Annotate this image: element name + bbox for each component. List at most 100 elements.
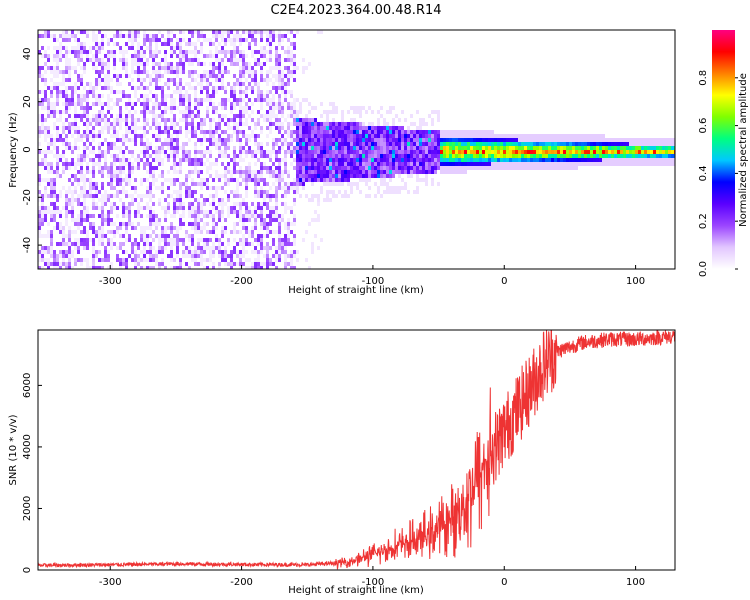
heatmap-cell (293, 58, 296, 62)
heatmap-cell (299, 146, 302, 150)
heatmap-cell (230, 50, 233, 54)
heatmap-cell (449, 130, 452, 134)
heatmap-cell (239, 242, 242, 246)
heatmap-cell (428, 150, 431, 154)
heatmap-cell (233, 210, 236, 214)
heatmap-cell (62, 166, 65, 170)
heatmap-cell (92, 134, 95, 138)
heatmap-cell (185, 58, 188, 62)
heatmap-cell (419, 154, 422, 158)
heatmap-cell (479, 134, 482, 138)
heatmap-cell (68, 126, 71, 130)
heatmap-cell (80, 82, 83, 86)
heatmap-cell (395, 162, 398, 166)
heatmap-cell (284, 66, 287, 70)
heatmap-cell (59, 190, 62, 194)
heatmap-cell (290, 262, 293, 266)
heatmap-cell (389, 130, 392, 134)
heatmap-cell (239, 66, 242, 70)
heatmap-cell (359, 166, 362, 170)
heatmap-cell (287, 130, 290, 134)
heatmap-cell (221, 234, 224, 238)
heatmap-cell (137, 166, 140, 170)
heatmap-cell (101, 114, 104, 118)
heatmap-cell (71, 46, 74, 50)
heatmap-cell (152, 118, 155, 122)
heatmap-cell (644, 146, 647, 150)
heatmap-cell (335, 106, 338, 110)
heatmap-cell (605, 162, 608, 166)
heatmap-cell (173, 46, 176, 50)
heatmap-cell (212, 134, 215, 138)
heatmap-cell (341, 142, 344, 146)
heatmap-cell (362, 162, 365, 166)
heatmap-cell (140, 182, 143, 186)
heatmap-cell (464, 150, 467, 154)
heatmap-cell (227, 162, 230, 166)
heatmap-cell (209, 70, 212, 74)
heatmap-cell (446, 138, 449, 142)
heatmap-cell (179, 42, 182, 46)
heatmap-cell (626, 154, 629, 158)
heatmap-cell (203, 266, 206, 269)
snr-x-ticks: -300 -200 -100 0 100 (99, 566, 645, 588)
heatmap-cell (245, 186, 248, 190)
heatmap-cell (293, 222, 296, 226)
heatmap-cell (128, 210, 131, 214)
heatmap-cell (311, 138, 314, 142)
heatmap-cell (44, 50, 47, 54)
heatmap-cell (149, 42, 152, 46)
heatmap-cell (257, 50, 260, 54)
heatmap-cell (314, 218, 317, 222)
heatmap-cell (254, 38, 257, 42)
heatmap-cell (275, 50, 278, 54)
heatmap-cell (290, 106, 293, 110)
heatmap-cell (266, 70, 269, 74)
heatmap-cell (257, 150, 260, 154)
heatmap-cell (167, 62, 170, 66)
heatmap-cell (449, 162, 452, 166)
heatmap-cell (254, 194, 257, 198)
heatmap-cell (413, 166, 416, 170)
heatmap-cell (107, 258, 110, 262)
heatmap-cell (98, 46, 101, 50)
heatmap-cell (191, 74, 194, 78)
heatmap-cell (113, 194, 116, 198)
heatmap-cell (185, 90, 188, 94)
heatmap-cell (464, 130, 467, 134)
heatmap-cell (311, 134, 314, 138)
heatmap-cell (173, 170, 176, 174)
heatmap-cell (92, 262, 95, 266)
heatmap-cell (83, 70, 86, 74)
heatmap-cell (176, 250, 179, 254)
colorbar-ticks: 0.00.20.40.60.8 (698, 70, 738, 277)
heatmap-cell (44, 158, 47, 162)
heatmap-cell (533, 166, 536, 170)
heatmap-cell (332, 106, 335, 110)
heatmap-cell (350, 150, 353, 154)
heatmap-cell (329, 166, 332, 170)
heatmap-cell (206, 178, 209, 182)
heatmap-cell (296, 158, 299, 162)
heatmap-cell (65, 106, 68, 110)
heatmap-cell (296, 118, 299, 122)
heatmap-cell (173, 114, 176, 118)
heatmap-cell (266, 30, 269, 34)
heatmap-cell (239, 158, 242, 162)
heatmap-cell (86, 130, 89, 134)
heatmap-cell (629, 158, 632, 162)
heatmap-cell (200, 30, 203, 34)
heatmap-cell (38, 34, 41, 38)
heatmap-cell (83, 238, 86, 242)
heatmap-cell (224, 114, 227, 118)
heatmap-cell (293, 54, 296, 58)
heatmap-cell (347, 130, 350, 134)
heatmap-cell (122, 206, 125, 210)
heatmap-cell (266, 242, 269, 246)
heatmap-cell (389, 134, 392, 138)
heatmap-cell (272, 94, 275, 98)
heatmap-cell (254, 238, 257, 242)
heatmap-cell (161, 74, 164, 78)
heatmap-cell (431, 162, 434, 166)
heatmap-cell (77, 226, 80, 230)
